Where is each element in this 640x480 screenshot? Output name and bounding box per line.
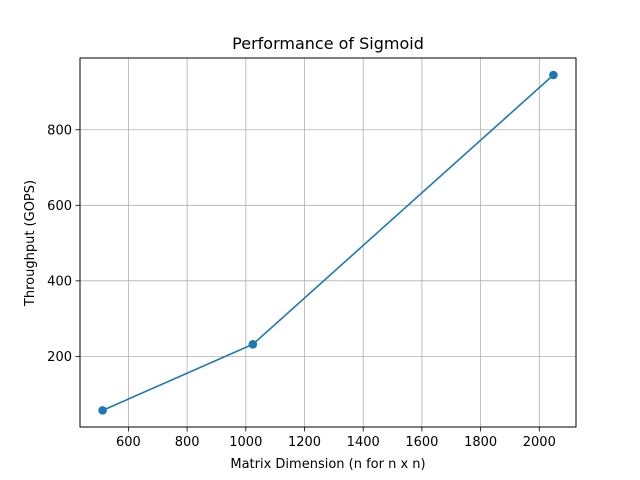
x-tick-label: 1400 xyxy=(347,435,380,450)
data-point xyxy=(549,70,558,80)
x-tick-label: 1600 xyxy=(405,435,438,450)
x-tick-label: 2000 xyxy=(523,435,556,450)
x-axis-ticks: 600 800 1000 1200 1400 1600 1800 2000 xyxy=(116,427,556,450)
series-markers xyxy=(98,70,558,415)
grid-lines xyxy=(80,58,576,427)
x-tick-label: 600 xyxy=(116,435,141,450)
x-tick-label: 800 xyxy=(175,435,200,450)
x-tick-label: 1200 xyxy=(288,435,321,450)
series-line xyxy=(102,74,554,412)
y-axis-ticks: 200 400 600 800 xyxy=(47,123,80,365)
y-tick-label: 200 xyxy=(47,350,72,365)
chart-title: Performance of Sigmoid xyxy=(232,34,424,53)
y-tick-label: 800 xyxy=(47,123,72,138)
x-tick-label: 1800 xyxy=(464,435,497,450)
plot-frame xyxy=(79,57,577,428)
y-tick-label: 400 xyxy=(47,274,72,289)
y-tick-label: 600 xyxy=(47,199,72,214)
x-tick-label: 1000 xyxy=(229,435,262,450)
y-axis-label: Throughput (GOPS) xyxy=(23,180,38,307)
x-axis-label: Matrix Dimension (n for n x n) xyxy=(230,457,425,472)
data-point xyxy=(248,339,258,349)
data-point xyxy=(98,406,107,415)
series-lines xyxy=(102,74,554,412)
